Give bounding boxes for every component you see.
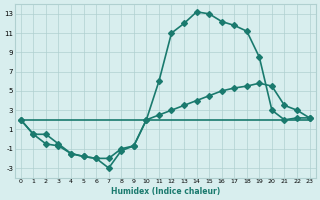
X-axis label: Humidex (Indice chaleur): Humidex (Indice chaleur) [111,187,220,196]
